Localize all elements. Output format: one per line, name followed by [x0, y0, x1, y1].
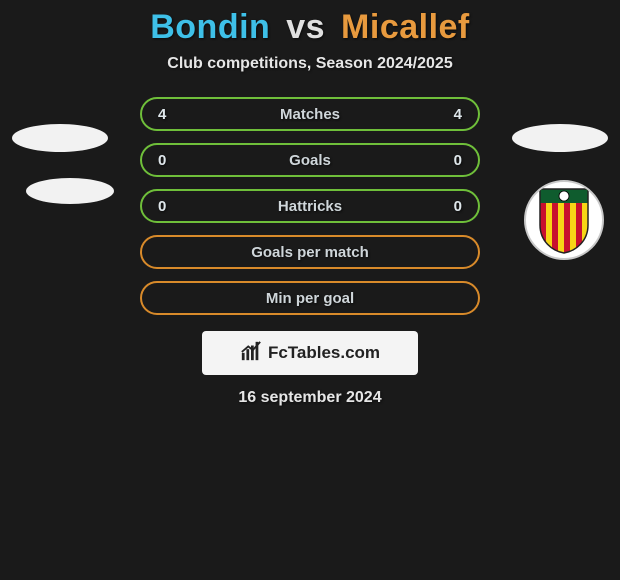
stat-value-right: 0	[454, 198, 462, 215]
site-logo[interactable]: FcTables.com	[202, 331, 418, 375]
stat-row: 0 Hattricks 0	[140, 189, 480, 223]
stat-row: 4 Matches 4	[140, 97, 480, 131]
stat-label: Hattricks	[278, 198, 342, 215]
stat-value-left: 0	[158, 198, 166, 215]
shield-icon	[536, 185, 592, 255]
player2-photo-placeholder	[512, 124, 608, 152]
stat-row: Goals per match	[140, 235, 480, 269]
page-title: Bondin vs Micallef	[150, 8, 470, 47]
player2-club-badge	[524, 180, 604, 260]
stat-row: Min per goal	[140, 281, 480, 315]
stats-list: 4 Matches 4 0 Goals 0 0 Hattricks 0 Goals per mat…	[140, 97, 480, 315]
player1-name: Bondin	[150, 8, 270, 46]
comparison-card: Bondin vs Micallef Club competitions, Se…	[0, 0, 620, 580]
stat-label: Goals per match	[251, 244, 369, 261]
stat-label: Goals	[289, 152, 331, 169]
stat-label: Min per goal	[266, 290, 354, 307]
chart-icon	[240, 340, 262, 367]
player1-club-placeholder	[26, 178, 114, 204]
vs-text: vs	[286, 8, 325, 46]
site-logo-text: FcTables.com	[268, 343, 380, 363]
stat-label: Matches	[280, 106, 340, 123]
date-text: 16 september 2024	[238, 389, 381, 407]
subtitle: Club competitions, Season 2024/2025	[167, 55, 452, 73]
stat-value-right: 0	[454, 152, 462, 169]
player1-photo-placeholder	[12, 124, 108, 152]
stat-value-right: 4	[454, 106, 462, 123]
stat-row: 0 Goals 0	[140, 143, 480, 177]
player2-name: Micallef	[341, 8, 470, 46]
stat-value-left: 4	[158, 106, 166, 123]
stat-value-left: 0	[158, 152, 166, 169]
